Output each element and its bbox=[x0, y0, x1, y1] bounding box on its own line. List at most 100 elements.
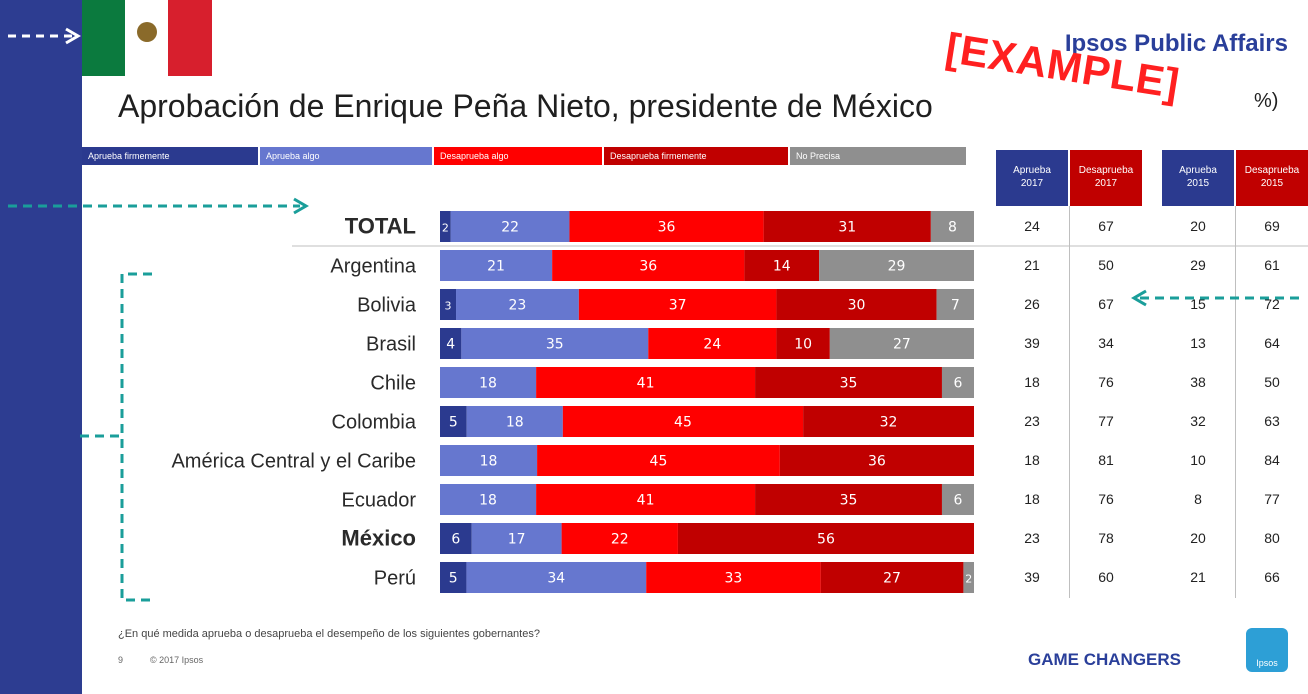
category-label: Bolivia bbox=[357, 295, 417, 317]
table-cell: 21 bbox=[1024, 257, 1040, 273]
tagline: GAME CHANGERS bbox=[1028, 650, 1182, 669]
data-label: 35 bbox=[840, 376, 858, 392]
data-label: 35 bbox=[840, 493, 858, 509]
data-label: 32 bbox=[880, 415, 898, 431]
brand-name: Ipsos Public Affairs bbox=[1064, 30, 1288, 57]
table-divider bbox=[1069, 206, 1070, 598]
table-cell: 80 bbox=[1264, 530, 1280, 546]
chart-legend: Aprueba firmemente Aprueba algo Desaprueba… bbox=[82, 147, 966, 165]
table-cell: 18 bbox=[1024, 374, 1040, 390]
bar-segment bbox=[776, 328, 830, 359]
bar-segment bbox=[646, 562, 821, 593]
data-label: 17 bbox=[508, 532, 526, 548]
table-cell: 20 bbox=[1190, 530, 1206, 546]
data-label: 22 bbox=[611, 532, 629, 548]
data-label: 34 bbox=[547, 571, 565, 587]
table-cell: 78 bbox=[1098, 530, 1114, 546]
table-header: Desaprueba 2015 bbox=[1236, 150, 1308, 206]
title-suffix: %) bbox=[1254, 90, 1279, 112]
bar-segment bbox=[561, 523, 678, 554]
legend-item: Desaprueba algo bbox=[434, 147, 602, 165]
table-cell: 77 bbox=[1098, 413, 1114, 429]
data-label: 18 bbox=[506, 415, 524, 431]
legend-item: Desaprueba firmemente bbox=[604, 147, 788, 165]
data-label: 23 bbox=[509, 298, 527, 314]
data-label: 27 bbox=[893, 337, 911, 353]
data-label: 2 bbox=[442, 222, 449, 235]
flag-icon bbox=[82, 0, 212, 76]
data-label: 14 bbox=[773, 259, 791, 275]
data-label: 30 bbox=[848, 298, 866, 314]
bar-segment bbox=[763, 211, 931, 242]
table-cell: 66 bbox=[1264, 569, 1280, 585]
data-label: 18 bbox=[479, 376, 497, 392]
bar-segment bbox=[941, 367, 974, 398]
category-label: América Central y el Caribe bbox=[171, 451, 416, 473]
bar-segment bbox=[461, 328, 649, 359]
table-cell: 24 bbox=[1024, 218, 1040, 234]
arrow-icon bbox=[8, 27, 81, 45]
data-label: 56 bbox=[817, 532, 835, 548]
category-label: Argentina bbox=[330, 256, 416, 278]
data-label: 5 bbox=[449, 415, 458, 431]
table-cell: 38 bbox=[1190, 374, 1206, 390]
table-cell: 76 bbox=[1098, 374, 1114, 390]
copyright: © 2017 Ipsos bbox=[150, 655, 204, 665]
data-label: 27 bbox=[883, 571, 901, 587]
bar-segment bbox=[803, 406, 974, 437]
bar-segment bbox=[440, 367, 537, 398]
table-cell: 50 bbox=[1264, 374, 1280, 390]
bar-segment bbox=[941, 484, 974, 515]
bar-segment bbox=[578, 289, 777, 320]
data-label: 8 bbox=[948, 220, 957, 236]
table-cell: 61 bbox=[1264, 257, 1280, 273]
bar-segment bbox=[820, 562, 964, 593]
category-label: TOTAL bbox=[345, 214, 416, 239]
bar-segment bbox=[562, 406, 804, 437]
table-cell: 72 bbox=[1264, 296, 1280, 312]
bar-segment bbox=[471, 523, 562, 554]
category-label: Brasil bbox=[366, 334, 416, 356]
table-cell: 77 bbox=[1264, 491, 1280, 507]
bar-segment bbox=[552, 250, 745, 281]
bar-segment bbox=[648, 328, 777, 359]
bar-segment bbox=[450, 211, 570, 242]
bar-segment bbox=[466, 406, 563, 437]
data-label: 10 bbox=[794, 337, 812, 353]
bar-segment bbox=[819, 250, 974, 281]
table-cell: 50 bbox=[1098, 257, 1114, 273]
legend-item: Aprueba firmemente bbox=[82, 147, 258, 165]
bar-segment bbox=[536, 367, 756, 398]
bar-segment bbox=[440, 250, 553, 281]
table-cell: 84 bbox=[1264, 452, 1280, 468]
bar-segment bbox=[456, 289, 579, 320]
bar-segment bbox=[779, 445, 974, 476]
bar-segment bbox=[440, 406, 467, 437]
bar-segment bbox=[930, 211, 974, 242]
data-label: 7 bbox=[951, 298, 960, 314]
category-label: Chile bbox=[370, 373, 416, 395]
table-cell: 23 bbox=[1024, 413, 1040, 429]
table-cell: 39 bbox=[1024, 569, 1040, 585]
table-cell: 15 bbox=[1190, 296, 1206, 312]
data-label: 6 bbox=[954, 493, 963, 509]
table-cell: 32 bbox=[1190, 413, 1206, 429]
table-cell: 29 bbox=[1190, 257, 1206, 273]
data-label: 29 bbox=[888, 259, 906, 275]
table-cell: 39 bbox=[1024, 335, 1040, 351]
data-label: 36 bbox=[658, 220, 676, 236]
category-label: Colombia bbox=[332, 412, 417, 434]
table-divider bbox=[1235, 206, 1236, 598]
arrow-icon bbox=[293, 197, 309, 215]
bar-segment bbox=[440, 211, 451, 242]
bar-segment bbox=[440, 445, 538, 476]
table-cell: 18 bbox=[1024, 491, 1040, 507]
table-header: Aprueba 2017 bbox=[996, 150, 1068, 206]
table-cell: 34 bbox=[1098, 335, 1114, 351]
table-cell: 8 bbox=[1194, 491, 1202, 507]
arrow-icon bbox=[1131, 289, 1147, 307]
page-number: 9 bbox=[118, 655, 124, 665]
page-title: Aprobación de Enrique Peña Nieto, presid… bbox=[118, 88, 933, 124]
